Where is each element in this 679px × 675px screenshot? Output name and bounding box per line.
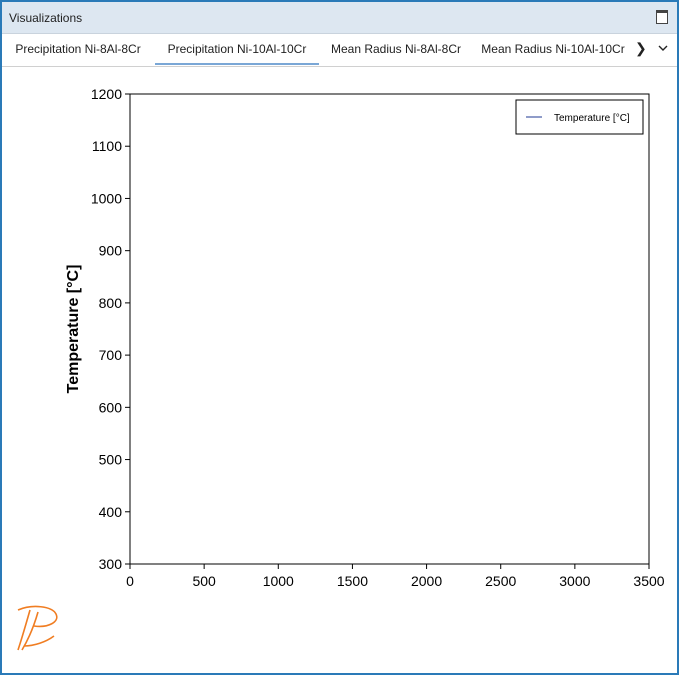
- y-tick-label: 900: [99, 243, 123, 259]
- x-tick-label: 3000: [559, 573, 590, 589]
- tab-label: Precipitation Ni-8Al-8Cr: [15, 42, 141, 56]
- x-tick-label: 0: [126, 573, 134, 589]
- chart-legend: Temperature [°C]: [515, 99, 644, 135]
- chevron-down-icon[interactable]: [657, 42, 669, 54]
- y-tick-label: 1200: [91, 86, 122, 102]
- x-tick-label: 1500: [337, 573, 368, 589]
- x-tick-label: 1000: [263, 573, 294, 589]
- tab-mean-radius-ni-10al-10cr[interactable]: Mean Radius Ni-10Al-10Cr: [473, 34, 633, 65]
- temperature-chart: 0 500 1000 1500 2000 2500 3000 3500 300 400 500 600…: [65, 86, 665, 602]
- window-title: Visualizations: [9, 11, 83, 25]
- tab-precipitation-ni-8al-8cr[interactable]: Precipitation Ni-8Al-8Cr: [2, 34, 154, 65]
- tab-label: Mean Radius Ni-8Al-8Cr: [330, 42, 462, 56]
- thermo-calc-logo-icon: [17, 605, 58, 651]
- x-tick-label: 500: [192, 573, 216, 589]
- x-tick-label: 3500: [633, 573, 664, 589]
- tab-precipitation-ni-10al-10cr[interactable]: Precipitation Ni-10Al-10Cr: [155, 34, 319, 65]
- y-tick-label: 1100: [92, 138, 122, 154]
- y-tick-label: 500: [99, 452, 123, 468]
- y-tick-label: 700: [99, 347, 123, 363]
- tab-label: Mean Radius Ni-10Al-10Cr: [481, 42, 625, 56]
- chevron-right-icon[interactable]: ❯: [635, 40, 647, 56]
- tab-label: Precipitation Ni-10Al-10Cr: [167, 42, 307, 56]
- legend-entry-0: Temperature [°C]: [554, 113, 630, 124]
- y-tick-label: 1000: [91, 190, 122, 206]
- maximize-icon[interactable]: [656, 10, 668, 24]
- y-tick-label: 600: [99, 399, 123, 415]
- x-tick-label: 2000: [411, 573, 442, 589]
- y-axis-label: Temperature [°C]: [65, 265, 82, 394]
- tab-bar: Precipitation Ni-8Al-8Cr Precipitation N…: [2, 34, 677, 67]
- title-bar: Visualizations: [2, 2, 677, 34]
- plot-frame: [129, 93, 650, 565]
- x-axis-label: Time [s]: [359, 601, 420, 602]
- tab-mean-radius-ni-8al-8cr[interactable]: Mean Radius Ni-8Al-8Cr: [320, 34, 472, 65]
- x-tick-label: 2500: [485, 573, 516, 589]
- y-tick-label: 800: [99, 295, 123, 311]
- y-tick-label: 300: [99, 556, 123, 572]
- y-tick-label: 400: [99, 504, 123, 520]
